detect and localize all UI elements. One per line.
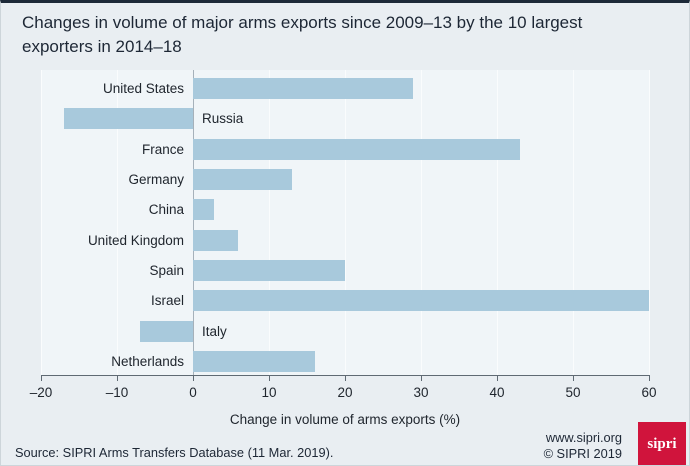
plot-area: United States Russia France Germany China Uni… bbox=[41, 70, 650, 375]
sipri-logo: sipri bbox=[638, 422, 686, 465]
gridline bbox=[345, 70, 346, 375]
axis-tick-label: –20 bbox=[29, 385, 53, 400]
axis-tick-label: –10 bbox=[105, 385, 129, 400]
bar bbox=[193, 78, 414, 99]
x-axis-line bbox=[41, 375, 650, 376]
axis-tick-label: 0 bbox=[189, 385, 197, 400]
axis-tick bbox=[497, 376, 498, 381]
axis-tick-label: 20 bbox=[337, 385, 353, 400]
gridline bbox=[649, 70, 650, 375]
gridline bbox=[421, 70, 422, 375]
axis-tick bbox=[41, 376, 42, 381]
gridline bbox=[117, 70, 118, 375]
axis-tick-label: 10 bbox=[261, 385, 277, 400]
gridline bbox=[269, 70, 270, 375]
bar-label: Spain bbox=[149, 263, 184, 278]
bar bbox=[193, 260, 345, 281]
zero-gridline bbox=[193, 70, 194, 375]
bar bbox=[193, 199, 214, 221]
bar-label: France bbox=[141, 141, 184, 157]
bar bbox=[193, 138, 520, 160]
gridline bbox=[573, 70, 574, 375]
bar bbox=[63, 108, 193, 130]
bar bbox=[193, 290, 649, 312]
axis-tick-label: 60 bbox=[641, 385, 657, 400]
bar bbox=[193, 169, 292, 190]
axis-tick bbox=[117, 376, 118, 381]
gridline bbox=[497, 70, 498, 375]
bar-label: Italy bbox=[202, 323, 227, 339]
axis-tick bbox=[345, 376, 346, 381]
chart-title-line2: exporters in 2014–18 bbox=[22, 37, 182, 56]
footer-links: www.sipri.org © SIPRI 2019 bbox=[544, 430, 622, 462]
copyright-text: © SIPRI 2019 bbox=[543, 446, 622, 461]
axis-tick bbox=[573, 376, 574, 381]
axis-tick bbox=[269, 376, 270, 381]
chart-title-line1: Changes in volume of major arms exports … bbox=[22, 13, 583, 32]
chart-title: Changes in volume of major arms exports … bbox=[22, 11, 632, 59]
axis-tick bbox=[649, 376, 650, 381]
axis-tick-label: 50 bbox=[565, 385, 581, 400]
bar-label: Netherlands bbox=[111, 354, 184, 369]
bar-label: Germany bbox=[128, 172, 184, 187]
source-note: Source: SIPRI Arms Transfers Database (1… bbox=[15, 445, 334, 460]
bar-label: Russia bbox=[202, 111, 244, 127]
axis-tick-label: 30 bbox=[413, 385, 429, 400]
bar bbox=[139, 320, 193, 342]
gridline bbox=[41, 70, 42, 375]
axis-tick bbox=[421, 376, 422, 381]
bar-label: China bbox=[148, 202, 184, 218]
x-axis-label: Change in volume of arms exports (%) bbox=[229, 412, 461, 427]
bar-label: Israel bbox=[150, 293, 184, 309]
axis-tick bbox=[193, 376, 194, 381]
bar bbox=[193, 351, 315, 372]
sipri-logo-text: sipri bbox=[647, 435, 677, 452]
bar-label: United Kingdom bbox=[87, 232, 184, 248]
bar bbox=[193, 229, 238, 251]
bar-label: United States bbox=[102, 81, 184, 96]
axis-tick-label: 40 bbox=[489, 385, 505, 400]
website-link[interactable]: www.sipri.org bbox=[545, 430, 622, 445]
